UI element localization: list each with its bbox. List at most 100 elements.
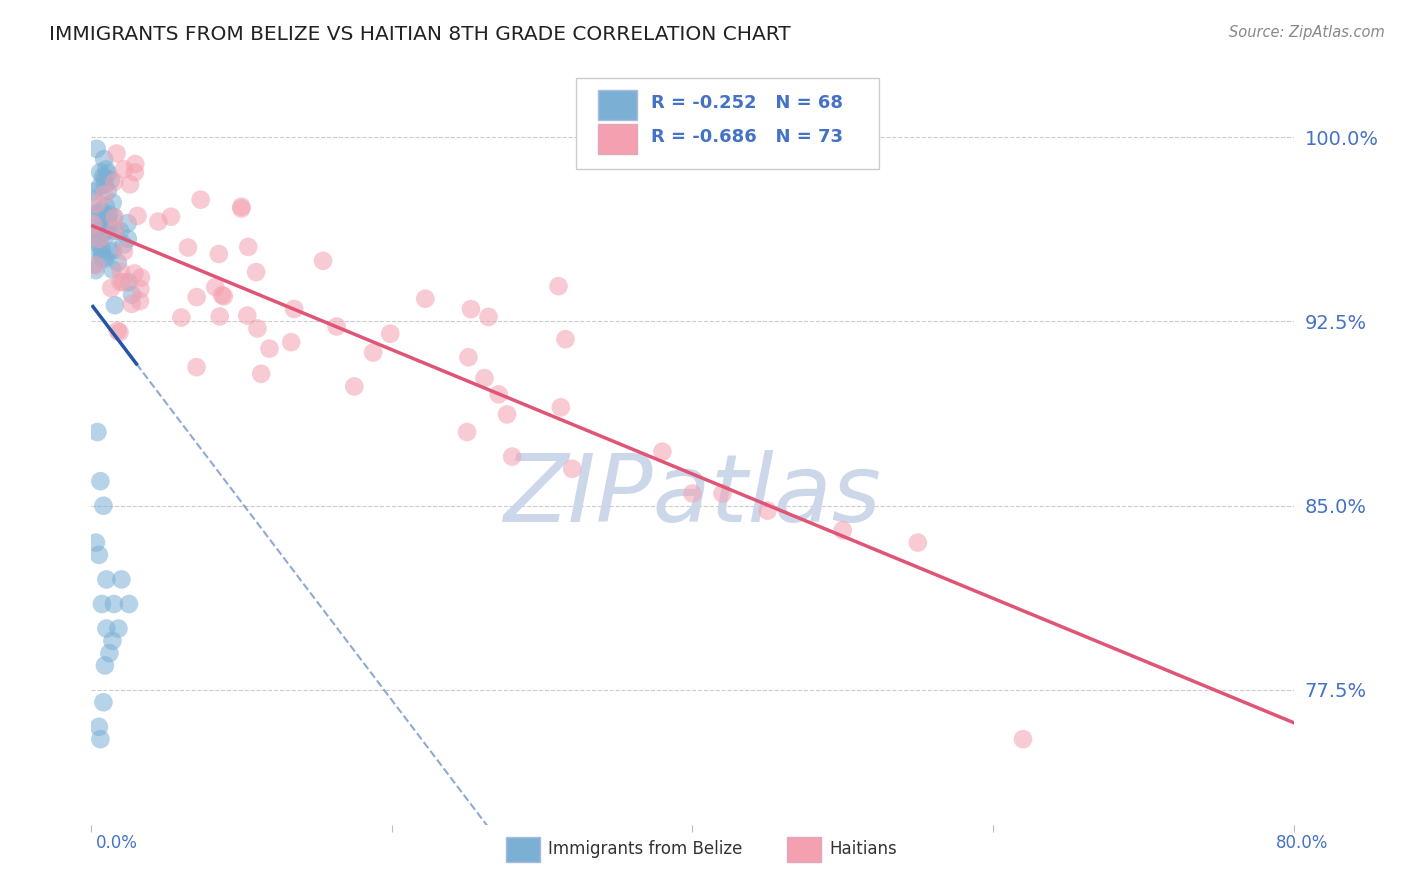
Point	[101, 633, 124, 648]
Point	[238, 240, 260, 254]
Point	[110, 265, 132, 279]
Text: Haitians: Haitians	[830, 840, 897, 858]
Point	[84, 535, 107, 549]
Point	[94, 171, 117, 186]
Text: 0.0%: 0.0%	[96, 834, 138, 852]
Point	[110, 573, 132, 587]
Point	[90, 204, 112, 219]
Point	[104, 211, 127, 225]
Point	[97, 216, 120, 230]
Point	[93, 226, 115, 240]
Point	[550, 401, 572, 415]
Point	[101, 262, 124, 277]
Point	[93, 499, 115, 513]
Point	[124, 267, 146, 281]
Text: ZIPatlas: ZIPatlas	[503, 450, 882, 541]
Point	[91, 251, 114, 265]
Point	[108, 326, 131, 340]
Point	[94, 658, 117, 673]
Point	[105, 146, 128, 161]
Point	[98, 244, 121, 259]
Point	[93, 695, 115, 709]
Point	[86, 425, 108, 439]
Point	[93, 223, 115, 237]
Point	[343, 379, 366, 393]
Point	[907, 535, 929, 549]
Point	[94, 199, 117, 213]
Point	[112, 275, 135, 289]
Text: IMMIGRANTS FROM BELIZE VS HAITIAN 8TH GRADE CORRELATION CHART: IMMIGRANTS FROM BELIZE VS HAITIAN 8TH GR…	[49, 25, 790, 44]
Point	[98, 208, 121, 222]
Point	[190, 193, 212, 207]
Point	[129, 282, 152, 296]
Point	[97, 227, 120, 241]
Point	[204, 280, 226, 294]
Point	[361, 345, 384, 359]
Point	[177, 240, 200, 254]
Point	[93, 187, 115, 202]
Point	[283, 301, 305, 316]
Point	[89, 474, 111, 488]
Point	[124, 157, 146, 171]
Point	[380, 326, 402, 341]
Point	[246, 321, 269, 335]
Point	[104, 224, 127, 238]
Point	[236, 309, 259, 323]
Point	[831, 524, 853, 538]
Point	[413, 292, 436, 306]
Point	[90, 597, 112, 611]
Point	[94, 252, 117, 266]
Point	[100, 281, 122, 295]
Point	[89, 230, 111, 244]
Point	[87, 720, 110, 734]
Point	[651, 444, 673, 458]
Point	[98, 646, 121, 660]
Point	[325, 319, 347, 334]
Point	[86, 142, 108, 156]
Point	[103, 175, 125, 189]
Point	[103, 597, 125, 611]
Point	[110, 275, 132, 289]
Point	[90, 247, 112, 261]
Point	[460, 302, 482, 317]
Point	[554, 332, 576, 346]
Point	[83, 192, 105, 206]
Point	[107, 324, 129, 338]
Point	[86, 236, 108, 251]
Point	[474, 371, 496, 385]
Point	[212, 289, 235, 303]
Point	[101, 195, 124, 210]
Point	[501, 450, 523, 464]
Point	[711, 486, 734, 500]
Point	[117, 232, 139, 246]
Point	[90, 242, 112, 256]
Point	[84, 259, 107, 273]
Point	[89, 232, 111, 246]
Point	[118, 597, 141, 611]
Point	[561, 462, 583, 476]
Point	[91, 169, 114, 184]
Point	[496, 408, 519, 422]
Point	[86, 225, 108, 239]
Point	[82, 209, 104, 223]
Point	[97, 184, 120, 198]
Point	[124, 165, 146, 179]
Point	[231, 200, 253, 214]
Point	[86, 197, 108, 211]
Point	[97, 167, 120, 181]
Point	[121, 297, 143, 311]
Point	[103, 210, 125, 224]
Point	[97, 222, 120, 236]
Point	[101, 244, 124, 258]
Point	[83, 240, 105, 254]
Point	[456, 425, 478, 439]
Point	[104, 222, 127, 236]
Point	[93, 152, 115, 166]
Point	[84, 263, 107, 277]
Point	[94, 178, 117, 192]
Point	[82, 185, 104, 199]
Text: Immigrants from Belize: Immigrants from Belize	[548, 840, 742, 858]
Point	[148, 214, 170, 228]
Point	[186, 360, 208, 375]
Point	[89, 179, 111, 194]
